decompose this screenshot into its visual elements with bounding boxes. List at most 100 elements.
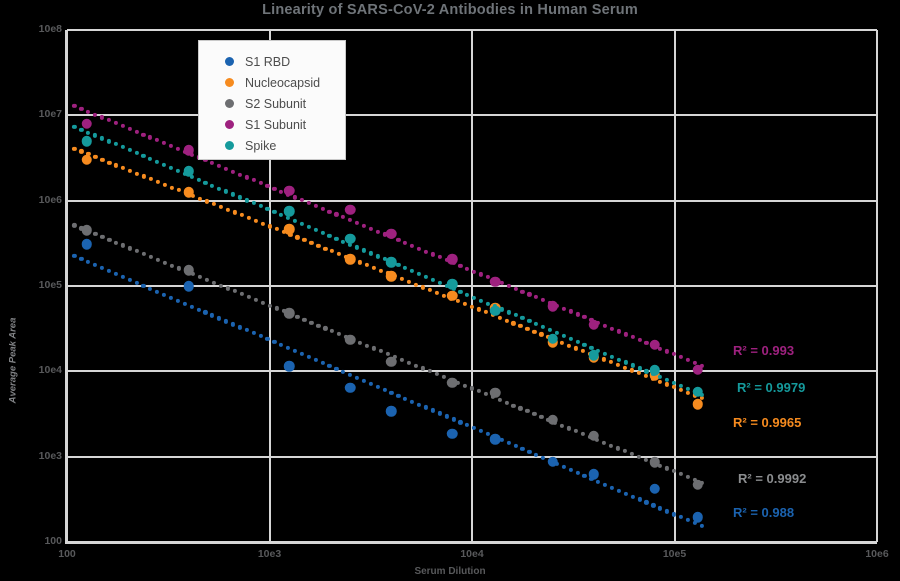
trendline-segment (434, 372, 439, 377)
trendline-segment (155, 138, 160, 143)
trendline-segment (582, 473, 587, 478)
trendline-segment (476, 307, 481, 312)
data-point[interactable] (588, 430, 600, 442)
legend-item[interactable]: S1 Subunit (225, 114, 345, 135)
data-point[interactable] (386, 271, 397, 282)
data-point[interactable] (547, 333, 558, 345)
data-point[interactable] (489, 387, 501, 399)
data-point[interactable] (183, 166, 195, 177)
data-point[interactable] (447, 278, 458, 290)
data-point[interactable] (183, 265, 195, 276)
legend-item[interactable]: S2 Subunit (225, 93, 345, 114)
trendline-segment (274, 306, 279, 311)
data-point[interactable] (283, 307, 295, 319)
data-point[interactable] (547, 300, 558, 312)
data-point[interactable] (588, 319, 600, 331)
data-point[interactable] (283, 206, 295, 217)
trendline-segment (175, 298, 180, 303)
trendline-segment (511, 403, 516, 408)
trendline-segment (265, 207, 270, 212)
trendline-segment (643, 457, 648, 462)
trendline-segment (348, 372, 353, 377)
data-point[interactable] (81, 225, 92, 236)
data-point[interactable] (81, 135, 92, 147)
trendline-segment (478, 298, 484, 303)
data-point[interactable] (386, 356, 397, 367)
data-point[interactable] (386, 228, 397, 239)
data-point[interactable] (649, 364, 661, 376)
data-point[interactable] (692, 364, 703, 375)
data-point[interactable] (283, 224, 295, 235)
trendline-segment (79, 256, 84, 262)
trendline-segment (253, 297, 258, 302)
trendline-segment (568, 467, 573, 472)
trendline-segment (204, 199, 209, 204)
trendline-segment (396, 238, 401, 243)
data-point[interactable] (489, 433, 501, 445)
trendline-segment (120, 123, 125, 129)
data-point[interactable] (447, 254, 458, 265)
data-point[interactable] (344, 204, 356, 216)
legend-item[interactable]: Spike (225, 135, 345, 156)
data-point[interactable] (81, 238, 92, 250)
r2-annotation-label: R² = 0.988 (733, 505, 795, 520)
data-point[interactable] (692, 399, 703, 410)
data-point[interactable] (344, 382, 356, 394)
trendline-segment (127, 126, 132, 131)
y-axis-tick-label: 10e7 (38, 108, 62, 121)
data-point[interactable] (447, 428, 458, 440)
data-point[interactable] (386, 256, 397, 268)
trendline-segment (678, 515, 684, 520)
legend-item-label: S2 Subunit (245, 96, 307, 111)
legend-item[interactable]: Nucleocapsid (225, 72, 345, 93)
trendline-segment (361, 378, 367, 383)
trendline-segment (323, 326, 328, 331)
data-point[interactable] (547, 414, 558, 426)
data-point[interactable] (588, 469, 600, 480)
data-point[interactable] (81, 154, 92, 166)
trendline-segment (260, 300, 265, 305)
trendline-segment (410, 268, 415, 274)
trendline-segment (375, 254, 380, 259)
data-point[interactable] (344, 233, 356, 244)
data-point[interactable] (692, 386, 703, 397)
trendline-segment (292, 195, 298, 200)
data-point[interactable] (344, 334, 356, 345)
data-point[interactable] (447, 290, 458, 301)
trendline-segment (410, 243, 415, 248)
trendline-segment (341, 215, 346, 220)
data-point[interactable] (283, 185, 295, 197)
data-point[interactable] (489, 276, 501, 288)
trendline-segment (568, 336, 573, 341)
trendline-segment (678, 383, 684, 389)
data-point[interactable] (547, 456, 558, 468)
trendline-segment (223, 189, 229, 194)
trendline-segment (274, 226, 279, 232)
data-point[interactable] (183, 187, 195, 198)
data-point[interactable] (447, 377, 458, 389)
data-point[interactable] (81, 118, 92, 129)
data-point[interactable] (588, 349, 600, 361)
data-point[interactable] (649, 457, 661, 468)
trendline-segment (120, 274, 125, 279)
trendline-segment (107, 160, 112, 165)
data-point[interactable] (649, 339, 661, 350)
trendline-segment (134, 151, 139, 156)
legend-item[interactable]: S1 RBD (225, 51, 345, 72)
data-point[interactable] (692, 479, 703, 490)
data-point[interactable] (649, 483, 661, 495)
data-point[interactable] (183, 144, 195, 156)
data-point[interactable] (692, 512, 703, 523)
data-point[interactable] (183, 281, 195, 292)
trendline-segment (616, 329, 622, 334)
trendline-segment (175, 168, 180, 173)
data-point[interactable] (344, 254, 356, 265)
trendline-segment (554, 330, 559, 336)
trendline-segment (630, 494, 635, 499)
trendline-segment (506, 310, 511, 315)
data-point[interactable] (283, 360, 295, 372)
data-point[interactable] (386, 406, 397, 417)
data-point[interactable] (489, 305, 501, 317)
gridline-vertical (471, 30, 473, 542)
